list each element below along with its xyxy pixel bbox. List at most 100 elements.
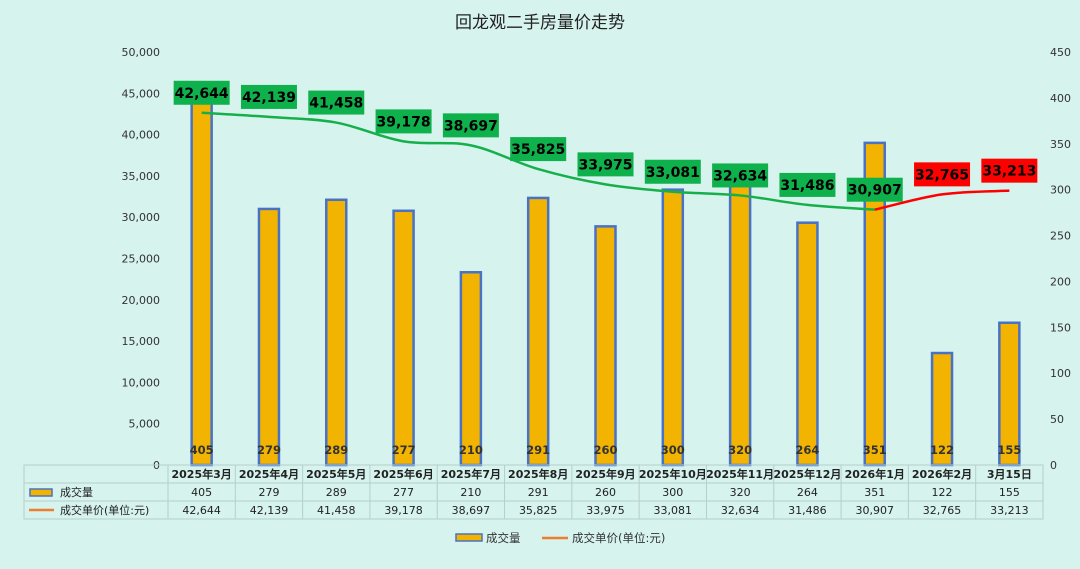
volume-bar bbox=[392, 209, 415, 467]
table-cell: 30,907 bbox=[855, 504, 894, 517]
volume-data-label: 300 bbox=[661, 443, 685, 457]
left-tick-label: 5,000 bbox=[129, 418, 161, 431]
volume-data-label: 289 bbox=[324, 443, 348, 457]
table-cell: 42,644 bbox=[182, 504, 221, 517]
price-data-label: 38,697 bbox=[444, 118, 498, 134]
price-label-box bbox=[914, 162, 971, 187]
price-data-label: 42,644 bbox=[175, 86, 229, 102]
table-cell: 33,081 bbox=[654, 504, 693, 517]
price-data-label: 39,178 bbox=[377, 114, 431, 130]
volume-data-label: 122 bbox=[930, 443, 954, 457]
table-cell: 35,825 bbox=[519, 504, 558, 517]
price-label-box bbox=[173, 80, 230, 105]
left-tick-label: 35,000 bbox=[122, 170, 161, 183]
volume-data-label: 260 bbox=[593, 443, 617, 457]
price-data-labels: 42,644 42,139 41,458 39,178 38,697 35,825 33,9… bbox=[173, 80, 1038, 202]
left-tick-label: 50,000 bbox=[122, 46, 161, 59]
right-tick-label: 0 bbox=[1050, 459, 1057, 472]
category-label: 2026年1月 bbox=[845, 467, 905, 481]
volume-bar bbox=[728, 170, 752, 467]
price-data-label: 32,765 bbox=[915, 167, 969, 183]
legend-label: 成交单价(单位:元) bbox=[572, 531, 665, 545]
table-cell: 33,213 bbox=[990, 504, 1029, 517]
left-tick-label: 45,000 bbox=[122, 87, 161, 100]
category-label: 2025年4月 bbox=[239, 467, 299, 481]
left-tick-label: 25,000 bbox=[122, 253, 161, 266]
volume-data-label: 210 bbox=[459, 443, 483, 457]
price-label-box bbox=[577, 152, 634, 177]
price-data-label: 32,634 bbox=[713, 168, 767, 184]
volume-data-label: 291 bbox=[526, 443, 550, 457]
price-data-label: 42,139 bbox=[242, 90, 296, 106]
price-data-label: 41,458 bbox=[309, 96, 363, 112]
volume-data-labels: 405 279 289 277 210 291 260 300 320 264 351 122 155 bbox=[190, 443, 1022, 457]
volume-data-label: 277 bbox=[392, 443, 416, 457]
right-axis: 0 50 100 150 200 250 300 350 400 450 bbox=[1050, 46, 1071, 472]
left-tick-label: 30,000 bbox=[122, 211, 161, 224]
price-label-box bbox=[240, 84, 297, 109]
table-cell: 260 bbox=[595, 486, 616, 499]
volume-data-label: 320 bbox=[728, 443, 752, 457]
right-tick-label: 100 bbox=[1050, 367, 1071, 380]
price-data-label: 33,081 bbox=[646, 165, 700, 181]
volume-bar bbox=[257, 207, 281, 467]
legend-bar-icon bbox=[455, 533, 483, 542]
category-label: 2025年5月 bbox=[306, 467, 366, 481]
right-tick-label: 350 bbox=[1050, 138, 1071, 151]
right-tick-label: 50 bbox=[1050, 413, 1064, 426]
volume-bar bbox=[594, 225, 617, 467]
volume-data-label: 279 bbox=[257, 443, 281, 457]
price-label-box bbox=[779, 172, 836, 197]
volume-bar bbox=[190, 92, 213, 467]
left-tick-label: 20,000 bbox=[122, 294, 161, 307]
category-label: 2026年2月 bbox=[912, 467, 972, 481]
price-label-box bbox=[510, 137, 567, 162]
table-legend-bar-icon bbox=[29, 488, 53, 497]
table-row-label: 成交单价(单位:元) bbox=[60, 503, 149, 517]
right-tick-label: 450 bbox=[1050, 46, 1071, 59]
category-label: 2025年6月 bbox=[373, 467, 433, 481]
volume-data-label: 405 bbox=[190, 443, 214, 457]
volume-bar bbox=[661, 188, 685, 467]
table-cell: 264 bbox=[797, 486, 818, 499]
table-cell: 31,486 bbox=[788, 504, 827, 517]
price-label-box bbox=[712, 163, 769, 188]
price-trend-line-up bbox=[874, 189, 1010, 211]
price-label-box bbox=[846, 177, 903, 202]
table-cell: 39,178 bbox=[384, 504, 423, 517]
category-label: 2025年7月 bbox=[441, 467, 501, 481]
left-axis: 05,00010,00015,00020,00025,00030,00035,0… bbox=[122, 46, 161, 472]
volume-bar bbox=[459, 271, 483, 467]
price-label-box bbox=[375, 109, 432, 134]
price-trend-lines bbox=[201, 111, 1010, 211]
left-tick-label: 15,000 bbox=[122, 335, 161, 348]
price-label-box bbox=[308, 90, 365, 115]
table-cell: 351 bbox=[864, 486, 885, 499]
table-cell: 38,697 bbox=[452, 504, 491, 517]
volume-bars bbox=[190, 92, 1021, 467]
right-tick-label: 250 bbox=[1050, 230, 1071, 243]
table-cell: 405 bbox=[191, 486, 212, 499]
table-cell: 122 bbox=[932, 486, 953, 499]
price-data-label: 33,213 bbox=[982, 164, 1036, 180]
category-label: 2025年8月 bbox=[508, 467, 568, 481]
price-data-label: 30,907 bbox=[848, 183, 902, 199]
volume-data-label: 351 bbox=[863, 443, 887, 457]
chart-legend: 成交量 成交单价(单位:元) bbox=[455, 531, 665, 545]
volume-data-label: 264 bbox=[795, 443, 819, 457]
price-label-box bbox=[644, 159, 701, 184]
right-tick-label: 200 bbox=[1050, 275, 1071, 288]
table-cell: 279 bbox=[258, 486, 279, 499]
table-cell: 41,458 bbox=[317, 504, 356, 517]
right-tick-label: 150 bbox=[1050, 321, 1071, 334]
price-trend-line-down bbox=[201, 111, 875, 211]
table-cell: 155 bbox=[999, 486, 1020, 499]
table-row-label: 成交量 bbox=[60, 485, 93, 499]
price-data-label: 35,825 bbox=[511, 142, 565, 158]
chart-title: 回龙观二手房量价走势 bbox=[455, 13, 625, 33]
price-label-box bbox=[442, 113, 499, 138]
price-label-box bbox=[981, 158, 1038, 183]
volume-bar bbox=[526, 196, 550, 467]
table-cell: 33,975 bbox=[586, 504, 625, 517]
category-label: 2025年11月 bbox=[706, 467, 774, 481]
